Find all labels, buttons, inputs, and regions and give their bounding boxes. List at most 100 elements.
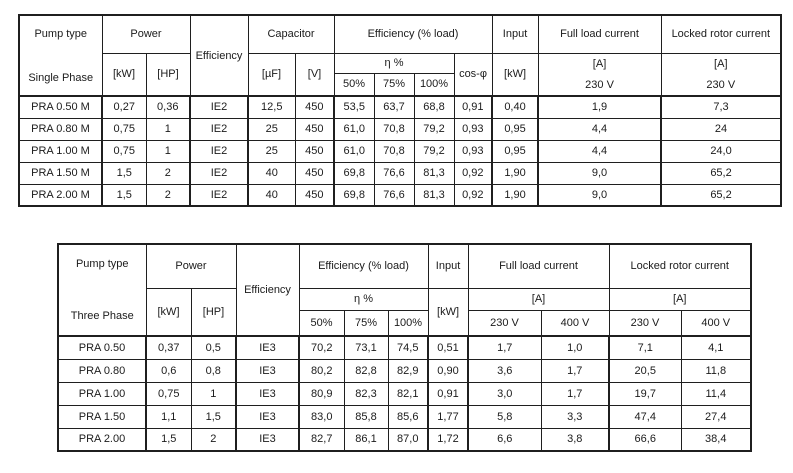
value-cell: 0,36	[145, 95, 191, 119]
value-cell: 0,91	[427, 381, 470, 406]
header-power: Power	[145, 243, 237, 289]
header-load-100: 100%	[413, 72, 455, 97]
value-cell: 0,6	[145, 358, 192, 383]
pump-name-cell: PRA 2.00	[57, 427, 147, 452]
header-lrc-unit-cell: [A] 230 V	[660, 52, 782, 97]
value-cell: IE3	[235, 427, 300, 452]
value-cell: 0,27	[101, 95, 147, 119]
value-cell: 24,0	[660, 139, 782, 163]
value-cell: 2	[145, 183, 191, 207]
single-phase-table: Pump type Single Phase Power Efficiency …	[18, 14, 783, 207]
value-cell: 53,5	[333, 95, 375, 119]
value-cell: 1,7	[467, 335, 542, 360]
header-lrc-230v: 230 V	[608, 309, 682, 337]
value-cell: 1,5	[101, 183, 147, 207]
header-efficiency-load: Efficiency (% load)	[333, 14, 493, 54]
header-capacitor: Capacitor	[247, 14, 335, 54]
value-cell: 4,1	[680, 335, 752, 360]
value-cell: 450	[294, 183, 336, 207]
value-cell: 0,90	[427, 358, 470, 383]
value-cell: 0,51	[427, 335, 470, 360]
table-row: PRA 0.80 M 0,75 1 IE2 25 450 61,0 70,8 7…	[18, 117, 782, 141]
value-cell: 1,0	[540, 335, 611, 360]
value-cell: 79,2	[413, 117, 455, 141]
header-load-50: 50%	[333, 72, 375, 97]
value-cell: 5,8	[467, 404, 542, 429]
table-row: PRA 2.00 M 1,5 2 IE2 40 450 69,8 76,6 81…	[18, 183, 782, 207]
value-cell: 11,4	[680, 381, 752, 406]
header-efficiency: Efficiency	[235, 243, 300, 337]
header-input: Input	[491, 14, 539, 54]
header-flc-230v: 230 V	[467, 309, 542, 337]
value-cell: 1	[145, 117, 191, 141]
value-cell: 86,1	[343, 427, 389, 452]
table-row: PRA 1.00 M 0,75 1 IE2 25 450 61,0 70,8 7…	[18, 139, 782, 163]
table-row: PRA 0.50 0,37 0,5 IE3 70,2 73,1 74,5 0,5…	[57, 335, 752, 360]
header-flc-unit: [A]	[467, 287, 610, 311]
value-cell: 1,7	[540, 358, 611, 383]
value-cell: 0,5	[190, 335, 237, 360]
header-locked-rotor-current: Locked rotor current	[608, 243, 752, 289]
header-lrc-230v: 230 V	[706, 78, 736, 91]
three-phase-table: Pump type Three Phase Power Efficiency E…	[57, 243, 753, 452]
header-pump-type-cell: Pump type Single Phase	[18, 14, 103, 97]
value-cell: 40	[247, 161, 296, 185]
value-cell: 450	[294, 161, 336, 185]
value-cell: 0,93	[453, 139, 494, 163]
value-cell: 70,2	[298, 335, 345, 360]
value-cell: IE3	[235, 404, 300, 429]
value-cell: 87,0	[387, 427, 430, 452]
value-cell: 7,1	[608, 335, 682, 360]
value-cell: 3,6	[467, 358, 542, 383]
value-cell: 6,6	[467, 427, 542, 452]
header-input-kw: [kW]	[427, 287, 469, 337]
value-cell: 1,5	[145, 427, 192, 452]
value-cell: 81,3	[413, 161, 455, 185]
header-row: 50% 75% 100% 230 V 400 V 230 V 400 V	[58, 309, 752, 337]
header-phase: Single Phase	[28, 71, 94, 84]
header-lrc-400v: 400 V	[680, 309, 752, 337]
header-load-75: 75%	[343, 309, 389, 337]
value-cell: IE2	[189, 183, 249, 207]
value-cell: 85,8	[343, 404, 389, 429]
value-cell: 82,8	[343, 358, 389, 383]
pump-name-cell: PRA 0.80 M	[18, 117, 103, 141]
table-row: PRA 1.50 M 1,5 2 IE2 40 450 69,8 76,6 81…	[18, 161, 782, 185]
header-row: [kW] [HP] [µF] [V] η % cos-φ [kW] [A] 23…	[19, 52, 782, 97]
header-capacitor-uf: [µF]	[247, 52, 296, 97]
value-cell: 2	[145, 161, 191, 185]
value-cell: 2	[190, 427, 237, 452]
value-cell: 0,75	[101, 117, 147, 141]
header-input: Input	[427, 243, 469, 289]
value-cell: 12,5	[247, 95, 296, 119]
value-cell: IE3	[235, 358, 300, 383]
value-cell: IE2	[189, 139, 249, 163]
value-cell: 76,6	[373, 183, 415, 207]
value-cell: 25	[247, 139, 296, 163]
header-efficiency: Efficiency	[189, 14, 249, 97]
table-row: PRA 1.00 0,75 1 IE3 80,9 82,3 82,1 0,91 …	[57, 381, 752, 406]
value-cell: 82,1	[387, 381, 430, 406]
value-cell: 63,7	[373, 95, 415, 119]
value-cell: 1,72	[427, 427, 470, 452]
table-row: PRA 0.50 M 0,27 0,36 IE2 12,5 450 53,5 6…	[18, 95, 782, 119]
header-full-load-current: Full load current	[537, 14, 662, 54]
value-cell: 0,95	[491, 139, 540, 163]
value-cell: 1,90	[491, 161, 540, 185]
header-flc-unit-cell: [A] 230 V	[537, 52, 662, 97]
value-cell: 450	[294, 139, 336, 163]
header-lrc-unit: [A]	[714, 57, 728, 70]
header-locked-rotor-current: Locked rotor current	[660, 14, 782, 54]
value-cell: 19,7	[608, 381, 682, 406]
value-cell: IE3	[235, 381, 300, 406]
value-cell: 70,8	[373, 139, 415, 163]
value-cell: 0,95	[491, 117, 540, 141]
value-cell: 27,4	[680, 404, 752, 429]
table-row: PRA 2.00 1,5 2 IE3 82,7 86,1 87,0 1,72 6…	[57, 427, 752, 452]
value-cell: 1,1	[145, 404, 192, 429]
value-cell: 0,75	[145, 381, 192, 406]
header-pump-type: Pump type	[75, 258, 129, 270]
header-load-100: 100%	[387, 309, 429, 337]
value-cell: 7,3	[660, 95, 782, 119]
value-cell: 1,90	[491, 183, 540, 207]
